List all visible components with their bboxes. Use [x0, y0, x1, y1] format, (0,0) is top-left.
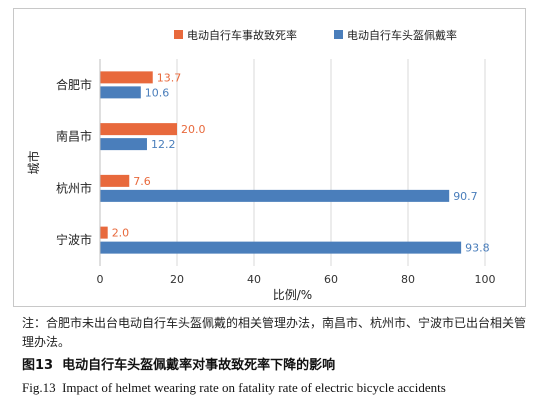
x-axis-title: 比例/%	[273, 288, 312, 302]
figure-label-en: Fig.13	[22, 380, 56, 395]
data-label: 12.2	[151, 138, 176, 151]
bar	[100, 226, 108, 239]
bar	[100, 86, 141, 99]
data-label: 13.7	[157, 71, 182, 84]
data-label: 20.0	[181, 123, 206, 136]
figure-caption-cn: 电动自行车头盔佩戴率对事故致死率下降的影响	[62, 358, 336, 373]
x-tick-label: 80	[401, 273, 415, 286]
data-label: 93.8	[465, 242, 490, 255]
x-tick-label: 100	[475, 273, 496, 286]
category-label: 南昌市	[56, 129, 92, 144]
legend-label: 电动自行车头盔佩戴率	[347, 28, 457, 42]
chart-frame: 0 20 40 60 80 100 合肥市 13.7 10.6 南昌市 20.0 12.2 杭州市 7.6…	[13, 8, 526, 307]
bar	[100, 123, 177, 136]
figure-title-en: Fig.13 Impact of helmet wearing rate on …	[22, 380, 446, 396]
bar	[100, 189, 450, 202]
data-label: 7.6	[133, 175, 151, 188]
legend-swatch	[334, 30, 343, 39]
category-label: 宁波市	[56, 232, 92, 247]
x-tick-label: 60	[324, 273, 338, 286]
bar	[100, 174, 130, 187]
data-label: 90.7	[453, 190, 478, 203]
category-label: 合肥市	[56, 77, 92, 92]
figure-note: 注：合肥市未出台电动自行车头盔佩戴的相关管理办法，南昌市、杭州市、宁波市已出台相…	[22, 316, 527, 349]
x-tick-label: 0	[97, 273, 104, 286]
figure-caption-en: Impact of helmet wearing rate on fatalit…	[62, 380, 446, 395]
bar	[100, 138, 147, 151]
bar	[100, 71, 153, 84]
category-label: 杭州市	[56, 180, 92, 195]
y-axis-title: 城市	[26, 150, 41, 174]
bar	[100, 241, 462, 254]
figure-label-cn: 图13	[22, 358, 54, 373]
figure-title-cn: 图13 电动自行车头盔佩戴率对事故致死率下降的影响	[22, 354, 335, 373]
x-tick-label: 40	[247, 273, 261, 286]
legend-swatch	[174, 30, 183, 39]
bar-chart: 0 20 40 60 80 100 合肥市 13.7 10.6 南昌市 20.0 12.2 杭州市 7.6…	[26, 28, 496, 302]
x-tick-label: 20	[170, 273, 184, 286]
data-label: 10.6	[145, 86, 170, 99]
data-label: 2.0	[112, 227, 130, 240]
legend-label: 电动自行车事故致死率	[187, 28, 297, 42]
